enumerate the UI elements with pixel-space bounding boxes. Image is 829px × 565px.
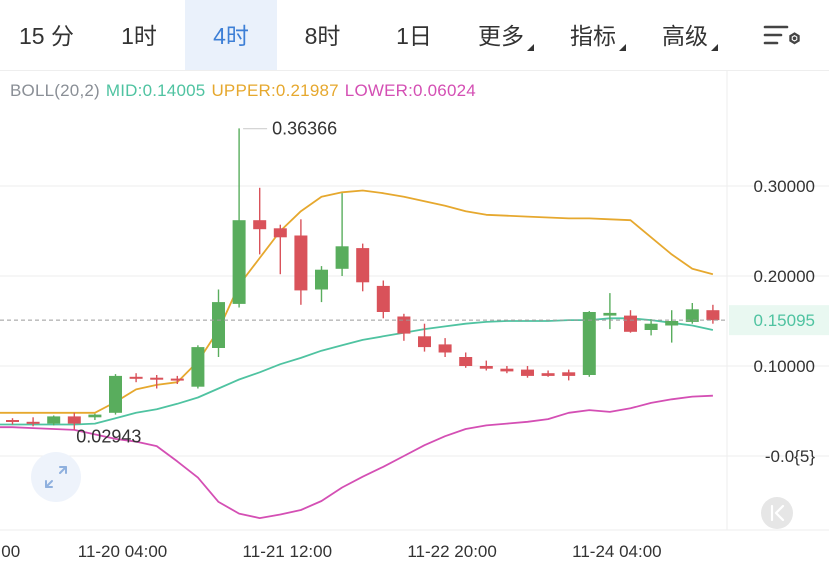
x-axis-tick-label: 11-22 20:00 [407, 542, 496, 561]
boll-indicator-name: BOLL(20,2) [10, 81, 100, 100]
x-axis-tick-label: 11-24 04:00 [572, 542, 661, 561]
boll-legend: BOLL(20,2) MID:0.14005 UPPER:0.21987 LOWER:… [10, 81, 476, 101]
candle-body-down [170, 378, 184, 381]
expand-arrow-icon [45, 480, 53, 488]
candle-body-down [500, 368, 514, 372]
chart-settings-icon [763, 25, 800, 45]
tab-8h[interactable]: 8时 [277, 0, 368, 70]
candle-body-down [67, 416, 81, 424]
candle-body-down [294, 235, 308, 291]
tab-advanced[interactable]: 高级 [644, 0, 736, 70]
candle-body-up [685, 309, 699, 322]
tab-1h[interactable]: 1时 [93, 0, 185, 70]
y-axis-tick-label: 0.10000 [754, 357, 815, 376]
candle-body-down [624, 315, 637, 332]
x-axis-tick-label: 11-20 04:00 [78, 542, 167, 561]
chart-settings-button[interactable] [741, 0, 829, 70]
tab-label: 8时 [304, 23, 341, 49]
candle-body-down [273, 228, 287, 238]
dropdown-triangle-icon [619, 44, 626, 51]
fullscreen-button[interactable] [31, 452, 81, 502]
x-axis-tick-label: 11-21 12:00 [243, 542, 332, 561]
candle-body-down [706, 310, 720, 321]
high-price-label: 0.36366 [272, 119, 337, 139]
candle-body-down [129, 376, 143, 379]
candle-body-down [6, 420, 19, 422]
candle-body-down [562, 372, 576, 376]
current-price-tag [729, 305, 829, 336]
candle-body-down [418, 336, 431, 348]
candle-body-down [521, 369, 534, 376]
dropdown-triangle-icon [527, 44, 534, 51]
candle-body-down [541, 373, 555, 376]
tab-label: 指标 [570, 23, 616, 49]
candle-body-up [47, 416, 61, 424]
tab-label: 高级 [662, 23, 708, 49]
candle-body-down [479, 366, 493, 369]
candle-body-down [397, 316, 411, 334]
x-axis-tick-label: 20:00 [0, 542, 20, 561]
candle-body-up [665, 321, 679, 326]
tab-1d[interactable]: 1日 [368, 0, 460, 70]
tab-label: 1时 [121, 23, 157, 49]
boll-mid-line [0, 317, 714, 426]
y-axis-tick-label: 0.20000 [754, 267, 815, 286]
candle-body-down [26, 421, 40, 424]
candle-body-up [315, 269, 328, 290]
candle-body-up [603, 312, 617, 316]
tab-4h[interactable]: 4时 [185, 0, 277, 70]
y-axis-tick-label: -0.0{5} [765, 447, 815, 466]
boll-lower-value: LOWER:0.06024 [344, 81, 476, 100]
candle-body-up [109, 375, 122, 413]
candle-body-down [438, 344, 452, 353]
tab-indicators[interactable]: 指标 [552, 0, 644, 70]
candle-body-up [335, 246, 349, 269]
tab-more[interactable]: 更多 [460, 0, 552, 70]
candle-body-down [376, 285, 390, 312]
candle-body-down [253, 220, 267, 230]
chevron-left-icon [774, 504, 785, 522]
boll-upper-line [0, 189, 714, 414]
candle-body-down [356, 248, 370, 283]
candle-body-up [212, 302, 225, 348]
current-price-label: 0.15095 [754, 311, 815, 330]
candle-body-up [232, 220, 246, 304]
candle-body-up [191, 347, 205, 387]
candle-body-up [644, 323, 658, 330]
candle-body-down [459, 357, 473, 366]
y-axis-tick-label: 0.30000 [754, 177, 815, 196]
candle-body-up [88, 414, 102, 418]
tab-label: 15 分 [19, 23, 74, 49]
expand-arrow-icon [59, 466, 67, 474]
candle-body-up [582, 312, 596, 375]
low-price-label: 0.02943 [76, 427, 141, 447]
boll-upper-value: UPPER:0.21987 [211, 81, 339, 100]
candle-body-down [150, 377, 164, 380]
timeframe-tabs: 15 分 1时 4时 8时 1日 更多 指标 高级 [0, 0, 829, 71]
tab-label: 4时 [213, 23, 249, 49]
dropdown-triangle-icon [711, 44, 718, 51]
boll-mid-value: MID:0.14005 [105, 81, 206, 100]
tab-label: 更多 [478, 23, 524, 49]
boll-lower-line [0, 394, 713, 519]
tab-label: 1日 [396, 23, 432, 49]
tab-15m[interactable]: 15 分 [0, 0, 93, 70]
